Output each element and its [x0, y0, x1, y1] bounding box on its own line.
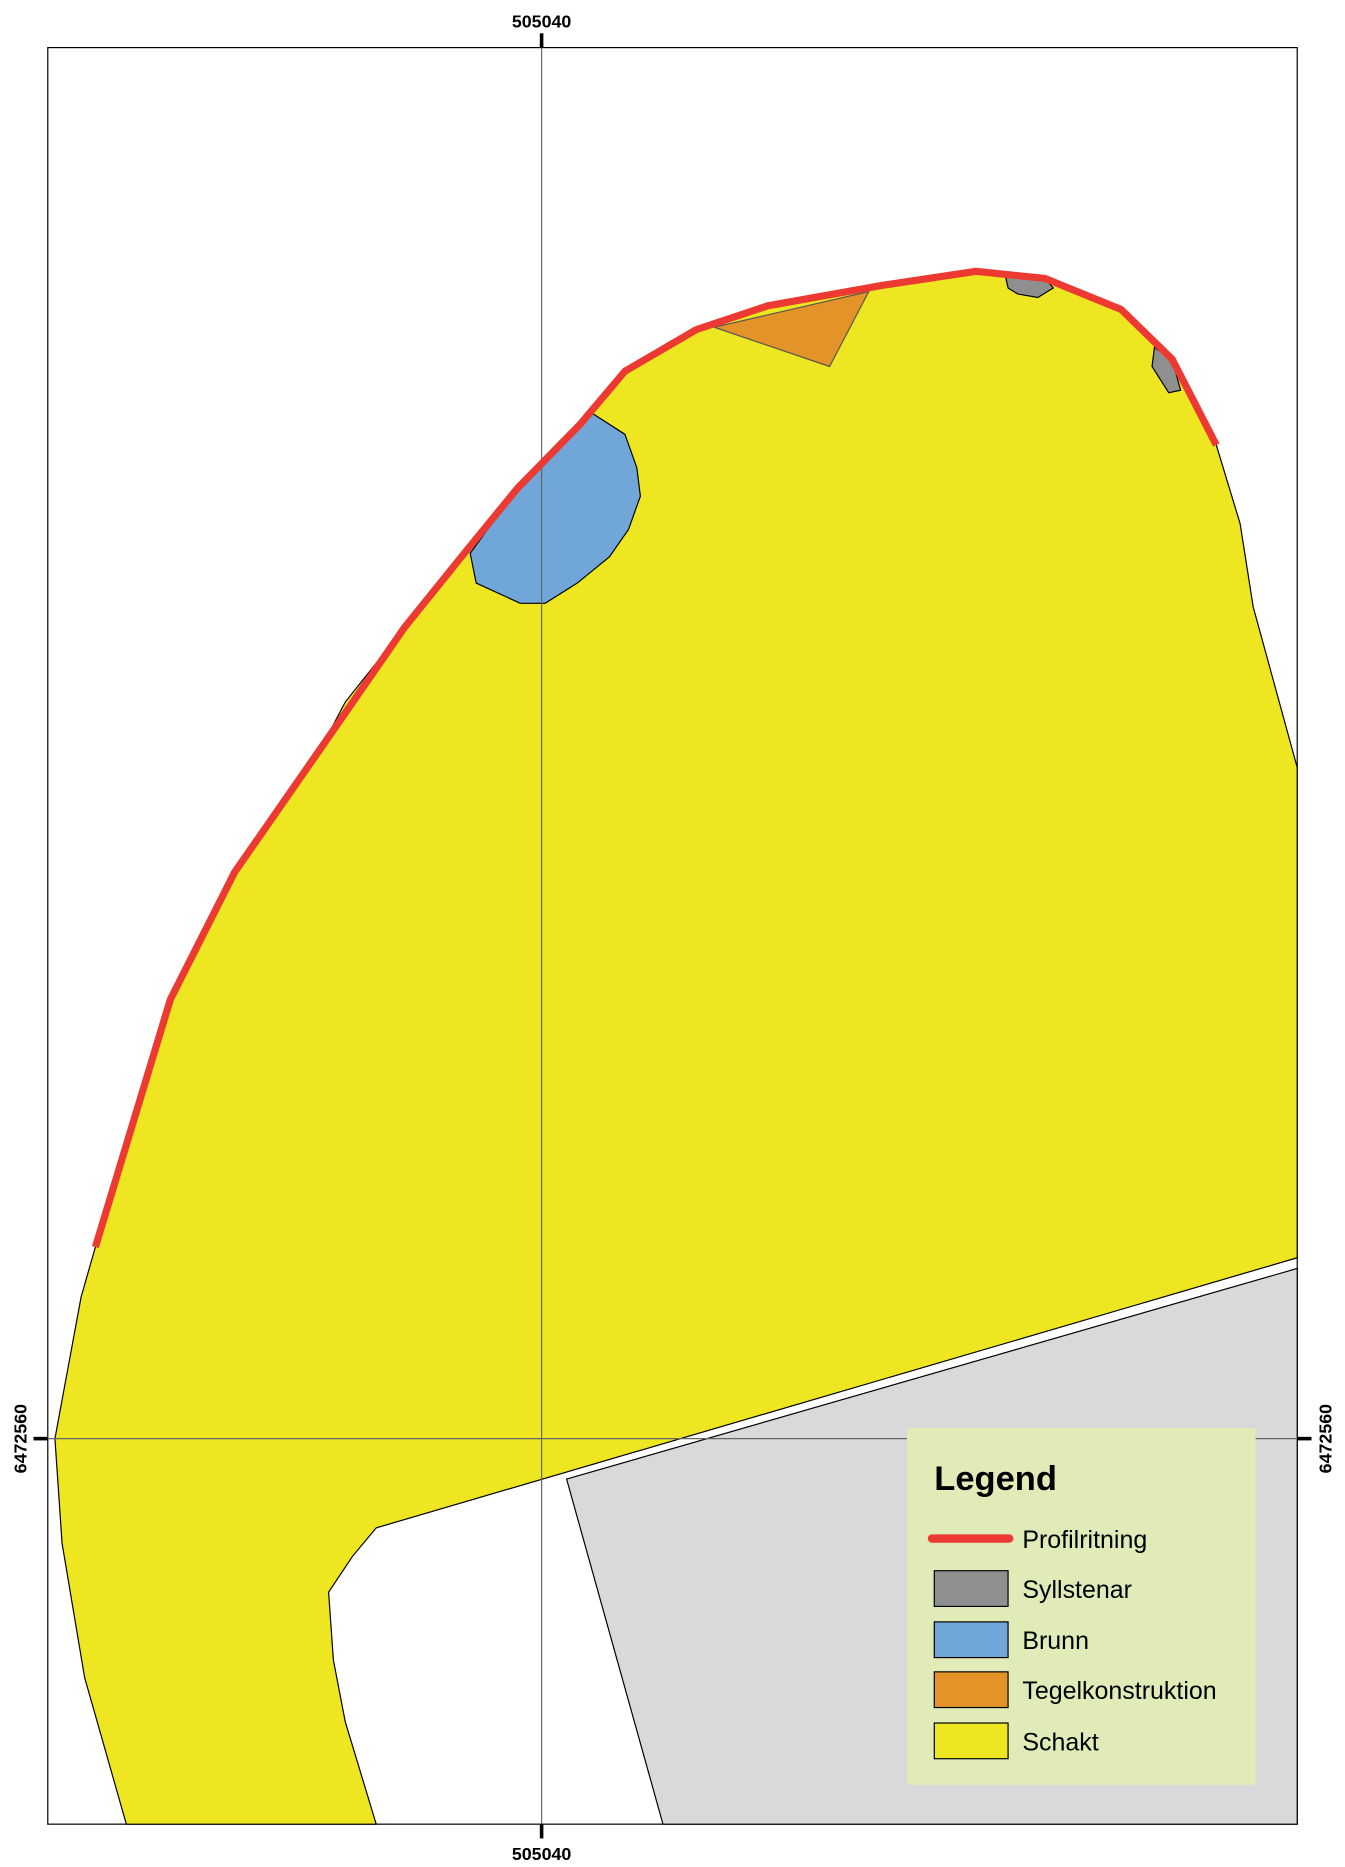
legend-swatch	[933, 1570, 1009, 1608]
coord-label: 6472560	[10, 1404, 30, 1473]
legend-label: Schakt	[1022, 1728, 1098, 1756]
legend-label: Brunn	[1022, 1627, 1089, 1655]
legend-swatch	[933, 1722, 1009, 1760]
legend-label: Tegelkonstruktion	[1022, 1677, 1216, 1705]
legend-label: Profilritning	[1022, 1526, 1147, 1554]
legend-label: Syllstenar	[1022, 1576, 1132, 1604]
coord-label: 505040	[512, 1844, 572, 1864]
legend-swatch	[933, 1621, 1009, 1659]
tegel-area	[711, 290, 870, 368]
ticks	[33, 33, 1312, 1839]
legend-swatch	[933, 1671, 1009, 1709]
legend-title: Legend	[934, 1460, 1057, 1498]
profile-line	[91, 267, 1220, 1249]
coord-label: 505040	[512, 11, 572, 31]
legend: Legend Profilritning Syllstenar Brunn Tegel…	[906, 1427, 1256, 1785]
coord-label: 6472560	[1316, 1404, 1336, 1473]
